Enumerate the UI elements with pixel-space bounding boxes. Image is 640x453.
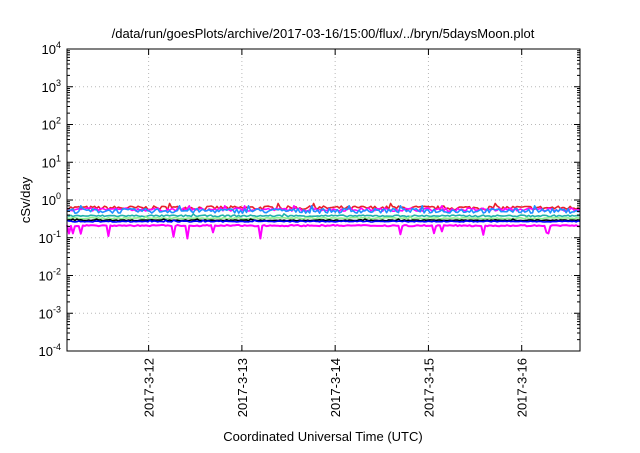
y-tick-label: 10-1: [39, 229, 61, 246]
y-tick-label: 100: [42, 191, 61, 208]
series-line: [66, 218, 581, 222]
series-line: [66, 215, 581, 220]
series-line: [66, 213, 581, 218]
x-tick-label: 2017-3-16: [515, 358, 530, 417]
y-axis: 10-4 10-3 10-2 10-1 100 101 102 103 104: [39, 40, 580, 359]
x-tick-label: 2017-3-13: [235, 358, 250, 417]
y-tick-label: 101: [42, 153, 61, 170]
chart-title: /data/run/goesPlots/archive/2017-03-16/1…: [112, 26, 535, 41]
series-line: [66, 202, 581, 211]
x-tick-label: 2017-3-14: [328, 358, 343, 417]
y-tick-label: 10-2: [39, 267, 61, 284]
series-layer: [66, 202, 581, 240]
y-tick-label: 104: [42, 40, 61, 57]
y-tick-label: 10-4: [39, 342, 61, 359]
series-line: [66, 205, 581, 214]
y-tick-label: 102: [42, 116, 61, 133]
series-line: [66, 223, 580, 240]
x-tick-label: 2017-3-12: [142, 358, 157, 417]
y-tick-label: 10-3: [39, 304, 61, 321]
y-tick-label: 103: [42, 78, 61, 95]
x-tick-label: 2017-3-15: [421, 358, 436, 417]
grid: [67, 49, 580, 351]
series-line: [66, 219, 581, 223]
x-axis: 2017-3-12 2017-3-13 2017-3-14 2017-3-15 2017…: [142, 49, 530, 417]
y-axis-label: cSv/day: [18, 176, 33, 223]
x-axis-label: Coordinated Universal Time (UTC): [223, 429, 422, 444]
